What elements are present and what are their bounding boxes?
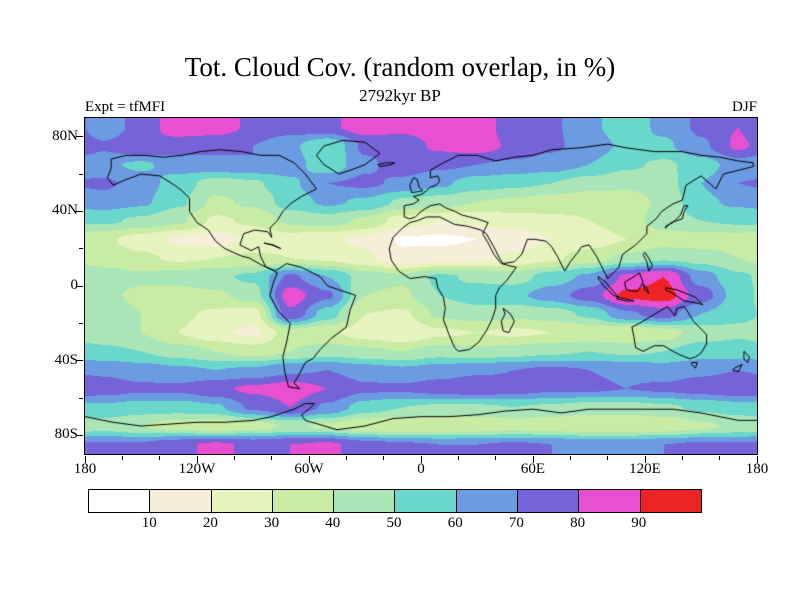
axis-tick (308, 456, 310, 463)
axis-tick (76, 136, 83, 138)
axis-tick (532, 456, 534, 463)
colorbar-cell (211, 490, 273, 512)
axis-tick (756, 456, 758, 463)
colorbar-cell (640, 490, 701, 512)
axis-tick (644, 456, 646, 463)
season-label: DJF (731, 99, 757, 115)
axis-tick (383, 456, 385, 460)
y-tick-label: 0 (70, 277, 79, 293)
axis-tick (79, 397, 83, 399)
axis-tick (495, 456, 497, 460)
chart-subtitle: 2792kyr BP (359, 86, 441, 105)
experiment-label: Expt = tfMFI (85, 99, 166, 115)
x-tick-label: 120E (629, 461, 661, 477)
x-tick-label: 60E (520, 461, 546, 477)
colorbar-label: 50 (386, 515, 402, 531)
y-tick-label: 40S (54, 351, 78, 368)
y-tick-label: 80S (54, 426, 78, 443)
axis-tick (681, 456, 683, 460)
colorbar-label: 80 (570, 515, 586, 531)
axis-tick (569, 456, 571, 460)
colorbar-label: 20 (202, 515, 218, 531)
axis-tick (159, 456, 161, 460)
colorbar-label: 30 (264, 515, 280, 531)
cloud-cover-field-canvas (85, 118, 757, 454)
x-tick-label: 180 (745, 461, 769, 477)
axis-tick (76, 285, 83, 287)
colorbar-cell (518, 490, 580, 512)
y-tick-label: 80N (52, 127, 78, 144)
colorbar-label: 10 (141, 515, 157, 531)
axis-tick (79, 173, 83, 175)
colorbar-cell (579, 490, 641, 512)
colorbar-cell (334, 490, 396, 512)
axis-tick (719, 456, 721, 460)
chart-title: Tot. Cloud Cov. (random overlap, in %) (184, 52, 616, 82)
axis-tick (84, 456, 86, 463)
x-tick-label: 60W (294, 461, 324, 477)
axis-tick (79, 248, 83, 250)
axis-tick (76, 360, 83, 362)
colorbar-label: 90 (631, 515, 647, 531)
y-tick-label: 40N (52, 202, 78, 219)
x-tick-label: 0 (417, 461, 425, 477)
axis-tick (79, 322, 83, 324)
axis-tick (345, 456, 347, 460)
colorbar-cell (272, 490, 335, 512)
axis-tick (457, 456, 459, 460)
x-tick-label: 180 (73, 461, 97, 477)
colorbar-label: 70 (508, 515, 524, 531)
colorbar-cell (456, 490, 519, 512)
map-panel (84, 117, 758, 455)
axis-tick (76, 434, 83, 436)
axis-tick (121, 456, 123, 460)
colorbar-cell (89, 490, 151, 512)
axis-tick (233, 456, 235, 460)
axis-tick (196, 456, 198, 463)
colorbar-cell (395, 490, 457, 512)
x-tick-label: 120W (178, 461, 216, 477)
colorbar-cell (150, 490, 212, 512)
axis-tick (607, 456, 609, 460)
axis-tick (420, 456, 422, 463)
axis-tick (76, 210, 83, 212)
colorbar-label: 40 (325, 515, 341, 531)
axis-tick (271, 456, 273, 460)
colorbar (88, 489, 702, 513)
colorbar-label: 60 (447, 515, 463, 531)
